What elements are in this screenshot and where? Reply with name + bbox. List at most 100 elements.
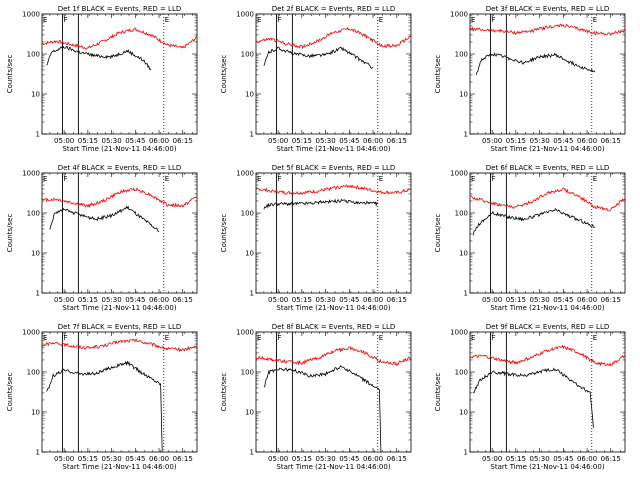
plot-panel-8: Det 8f BLACK = Events, RED = LLD Counts/s… xyxy=(220,323,412,471)
x-tick-label: 05:45 xyxy=(553,137,573,145)
series-line-events xyxy=(473,367,594,428)
x-axis-label: Start Time (21-Nov-11 04:46:00) xyxy=(276,145,390,153)
plot-frame xyxy=(255,13,412,135)
x-axis-label: Start Time (21-Nov-11 04:46:00) xyxy=(490,304,604,312)
series-line-lld xyxy=(255,184,412,195)
x-tick-label: 06:15 xyxy=(387,455,407,463)
series-line-events xyxy=(263,46,374,69)
plot-frame xyxy=(41,331,198,453)
x-tick-label: 06:00 xyxy=(363,137,383,145)
y-tick-label: 10 xyxy=(31,250,40,258)
x-tick-label: 05:30 xyxy=(101,296,121,304)
plot-title: Det 6f BLACK = Events, RED = LLD xyxy=(486,164,609,172)
y-tick-label: 10 xyxy=(245,250,254,258)
y-tick-label: 1000 xyxy=(236,170,254,178)
series-line-events xyxy=(49,205,160,233)
x-axis-label: Start Time (21-Nov-11 04:46:00) xyxy=(276,463,390,471)
plot-panel-7: Det 7f BLACK = Events, RED = LLD Counts/s… xyxy=(6,323,198,471)
marker-label: E xyxy=(379,334,383,342)
y-tick-label: 1 xyxy=(250,290,254,298)
marker-label: E xyxy=(593,175,597,183)
x-tick-label: 05:15 xyxy=(506,296,526,304)
marker-label: F xyxy=(492,334,496,342)
plot-title: Det 9f BLACK = Events, RED = LLD xyxy=(486,323,609,331)
plot-panel-4: Det 4f BLACK = Events, RED = LLD Counts/s… xyxy=(6,164,198,312)
y-tick-label: 10 xyxy=(245,91,254,99)
y-tick-label: 100 xyxy=(27,51,40,59)
marker-label: F xyxy=(492,175,496,183)
x-tick-label: 05:30 xyxy=(101,137,121,145)
series-line-lld xyxy=(41,337,198,353)
x-tick-label: 06:00 xyxy=(149,296,169,304)
series-line-events xyxy=(475,52,596,76)
plot-title: Det 1f BLACK = Events, RED = LLD xyxy=(58,5,181,13)
x-tick-label: 05:45 xyxy=(553,296,573,304)
y-tick-label: 1000 xyxy=(236,11,254,19)
x-axis-label: Start Time (21-Nov-11 04:46:00) xyxy=(62,304,176,312)
x-axis-label: Start Time (21-Nov-11 04:46:00) xyxy=(490,145,604,153)
x-tick-label: 05:15 xyxy=(506,455,526,463)
y-tick-label: 1 xyxy=(250,449,254,457)
marker-label: E xyxy=(593,16,597,24)
plot-frame xyxy=(41,13,198,135)
y-tick-label: 1000 xyxy=(22,329,40,337)
y-axis-label: Counts/sec xyxy=(6,373,14,412)
plot-title: Det 7f BLACK = Events, RED = LLD xyxy=(58,323,181,331)
plot-title: Det 3f BLACK = Events, RED = LLD xyxy=(486,5,609,13)
x-tick-label: 05:45 xyxy=(125,137,145,145)
x-tick-label: 06:15 xyxy=(173,455,193,463)
x-tick-label: 05:00 xyxy=(268,137,288,145)
x-tick-label: 05:00 xyxy=(268,455,288,463)
x-tick-label: 05:15 xyxy=(78,455,98,463)
series-line-events xyxy=(46,360,163,453)
y-tick-label: 10 xyxy=(459,91,468,99)
y-tick-label: 100 xyxy=(241,51,254,59)
y-tick-label: 10 xyxy=(245,409,254,417)
marker-label: F xyxy=(64,16,68,24)
y-tick-label: 1 xyxy=(464,131,468,139)
plot-panel-5: Det 5f BLACK = Events, RED = LLD Counts/s… xyxy=(220,164,412,312)
x-axis-label: Start Time (21-Nov-11 04:46:00) xyxy=(276,304,390,312)
x-tick-label: 05:30 xyxy=(529,296,549,304)
x-tick-label: 05:15 xyxy=(78,296,98,304)
series-line-lld xyxy=(469,187,626,212)
series-line-events xyxy=(46,45,152,71)
x-tick-label: 06:15 xyxy=(601,137,621,145)
plot-frame xyxy=(469,172,626,294)
x-axis-label: Start Time (21-Nov-11 04:46:00) xyxy=(490,463,604,471)
y-tick-label: 100 xyxy=(27,369,40,377)
x-tick-label: 06:00 xyxy=(577,137,597,145)
x-tick-label: 06:00 xyxy=(149,137,169,145)
marker-label: E xyxy=(379,175,383,183)
y-tick-label: 100 xyxy=(241,369,254,377)
marker-label: E xyxy=(257,334,261,342)
x-tick-label: 05:15 xyxy=(292,455,312,463)
x-tick-label: 05:30 xyxy=(315,296,335,304)
plot-title: Det 8f BLACK = Events, RED = LLD xyxy=(272,323,395,331)
y-tick-label: 100 xyxy=(455,210,468,218)
x-axis-label: Start Time (21-Nov-11 04:46:00) xyxy=(62,145,176,153)
marker-label: E xyxy=(471,334,475,342)
series-line-events xyxy=(472,207,596,236)
y-tick-label: 1000 xyxy=(22,11,40,19)
plot-panel-1: Det 1f BLACK = Events, RED = LLD Counts/s… xyxy=(6,5,198,153)
x-tick-label: 05:30 xyxy=(101,455,121,463)
x-tick-label: 06:15 xyxy=(387,137,407,145)
marker-label: E xyxy=(257,175,261,183)
x-tick-label: 05:45 xyxy=(125,296,145,304)
x-tick-label: 05:30 xyxy=(315,137,335,145)
x-tick-label: 06:00 xyxy=(363,296,383,304)
marker-label: E xyxy=(43,175,47,183)
series-line-lld xyxy=(469,344,626,367)
x-tick-label: 05:00 xyxy=(54,455,74,463)
x-tick-label: 05:00 xyxy=(482,137,502,145)
x-tick-label: 06:00 xyxy=(363,455,383,463)
plot-frame xyxy=(469,331,626,453)
plot-frame xyxy=(255,172,412,294)
marker-label: E xyxy=(165,175,169,183)
plot-panel-2: Det 2f BLACK = Events, RED = LLD Counts/s… xyxy=(220,5,412,153)
y-axis-label: Counts/sec xyxy=(434,373,442,412)
marker-label: E xyxy=(593,334,597,342)
y-tick-label: 100 xyxy=(455,51,468,59)
y-tick-label: 10 xyxy=(459,409,468,417)
